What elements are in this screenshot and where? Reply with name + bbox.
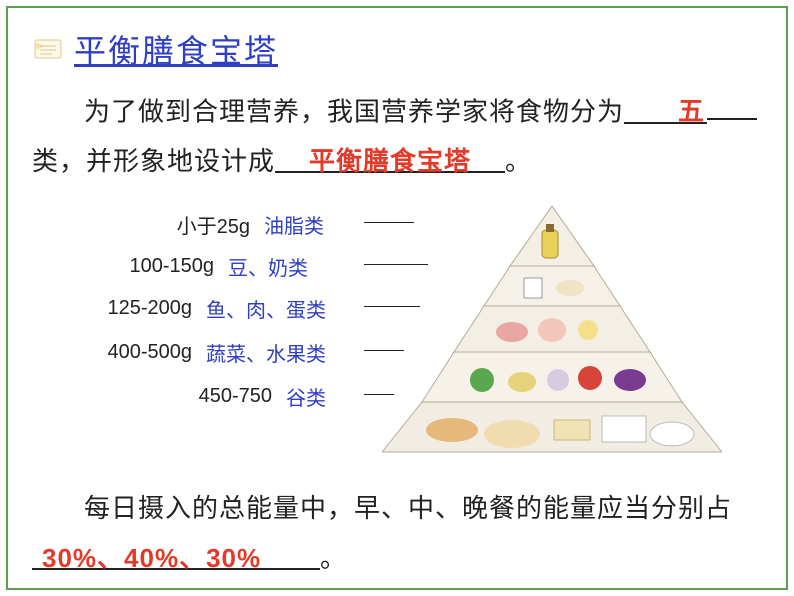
para1-blank-1: 五 [676, 96, 707, 126]
para1-text-a: 为了做到合理营养，我国营养学家将食物分为 [84, 96, 624, 126]
tier-label-row: 125-200g 鱼、肉、蛋类 [82, 294, 326, 323]
pyramid-section: 小于25g 油脂类 100-150g 豆、奶类 125-200g 鱼、肉、蛋类 400-50… [32, 192, 762, 472]
paragraph-2: 每日摄入的总能量中，早、中、晚餐的能量应当分别占 30%、40%、30% 。 [32, 484, 762, 583]
para1-blank-2: 平衡膳食宝塔 [307, 146, 473, 176]
tier-amount: 125-200g [82, 297, 192, 320]
tier-amount: 小于25g [140, 210, 250, 239]
page-title: 平衡膳食宝塔 [74, 26, 278, 72]
tier-amount: 100-150g [104, 255, 214, 278]
tier-label-row: 450-750 谷类 [162, 382, 326, 411]
paragraph-1: 为了做到合理营养，我国营养学家将食物分为 五 类，并形象地设计成 平衡膳食宝塔 。 [32, 84, 762, 186]
para1-text-c: 。 [505, 146, 532, 176]
tier-category: 谷类 [286, 382, 326, 411]
slide-frame: 平衡膳食宝塔 为了做到合理营养，我国营养学家将食物分为 五 类，并形象地设计成 平衡… [6, 6, 788, 590]
bottom-text-b: 。 [320, 543, 347, 573]
bottom-text-a: 每日摄入的总能量中，早、中、晚餐的能量应当分别占 [84, 493, 732, 523]
tier-label-row: 小于25g 油脂类 [140, 210, 324, 239]
tier-label-row: 400-500g 蔬菜、水果类 [82, 338, 326, 367]
note-icon [32, 36, 64, 62]
tier-amount: 400-500g [82, 341, 192, 364]
food-pyramid [382, 202, 722, 462]
tier-labels: 小于25g 油脂类 100-150g 豆、奶类 125-200g 鱼、肉、蛋类 400-50… [32, 202, 362, 462]
tier-category: 蔬菜、水果类 [206, 338, 326, 367]
tier-label-row: 100-150g 豆、奶类 [104, 252, 308, 281]
bottom-blank: 30%、40%、30% [40, 543, 263, 573]
title-row: 平衡膳食宝塔 [32, 26, 762, 72]
tier-category: 油脂类 [264, 210, 324, 239]
tier-category: 豆、奶类 [228, 252, 308, 281]
tier-amount: 450-750 [162, 385, 272, 408]
blank-extension [707, 84, 757, 120]
tier-category: 鱼、肉、蛋类 [206, 294, 326, 323]
para1-text-b: 类，并形象地设计成 [32, 146, 275, 176]
